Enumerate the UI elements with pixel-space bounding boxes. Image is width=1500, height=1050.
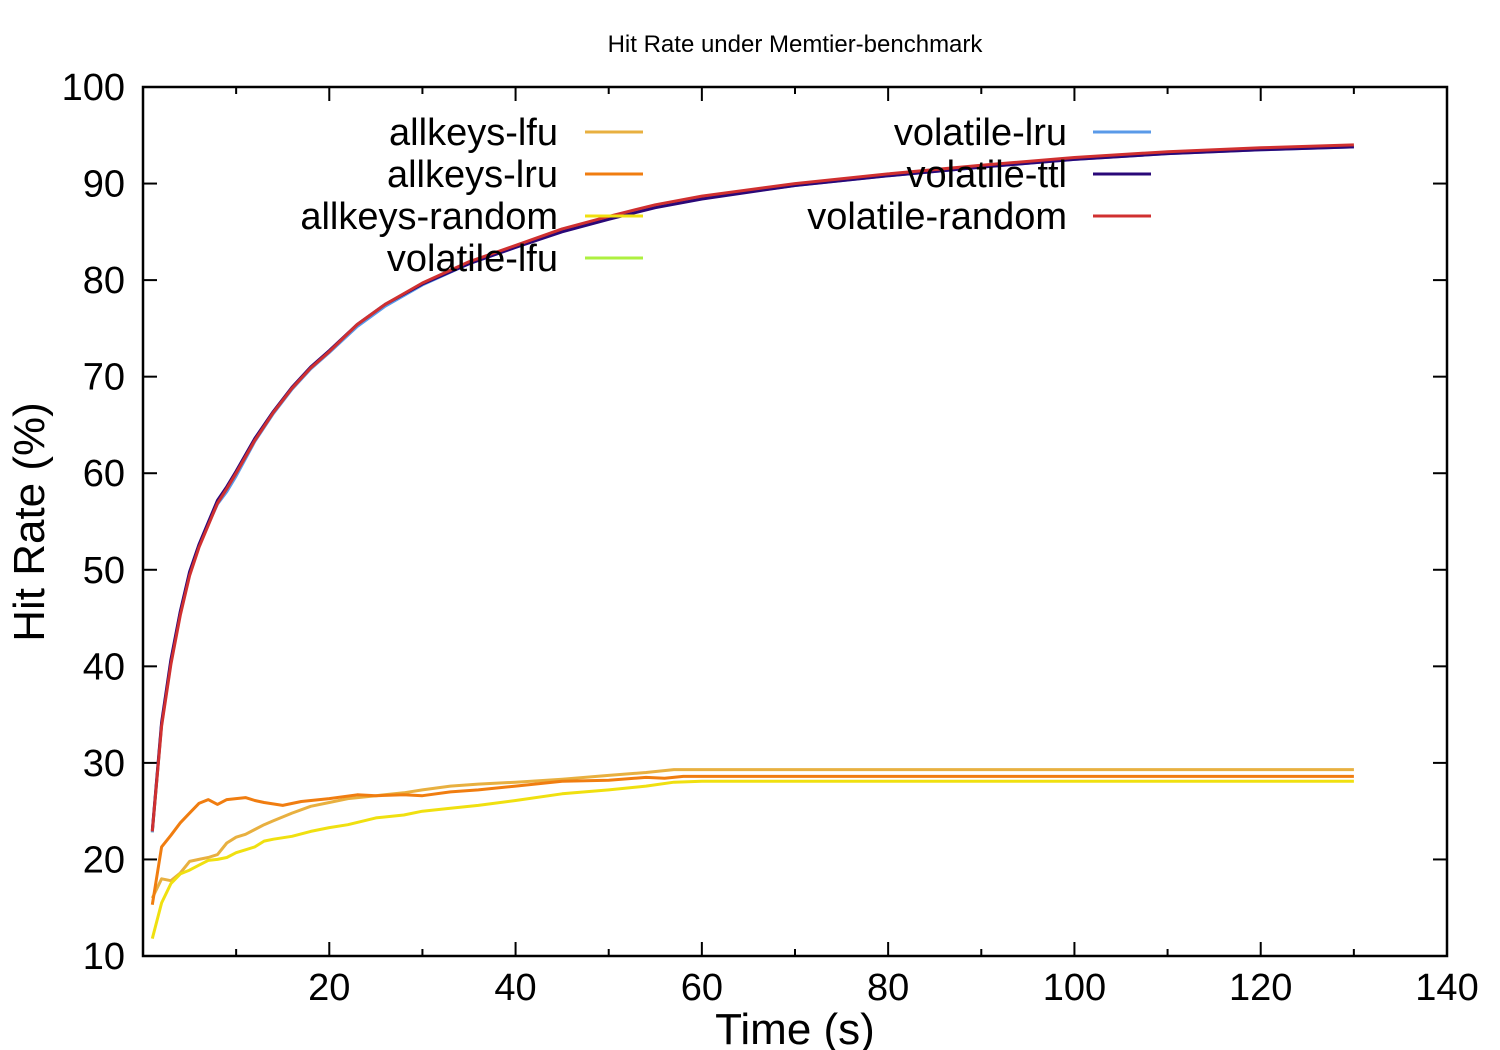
legend-label-allkeys-lfu: allkeys-lfu	[389, 112, 558, 154]
y-tick-label: 10	[83, 936, 125, 978]
axis-ticks: 10 20 30 40 50 60 70 80 90 100 20 40 60 80 100 120 140	[62, 67, 1479, 1009]
chart-title: Hit Rate under Memtier-benchmark	[608, 31, 984, 58]
y-tick-label: 20	[83, 839, 125, 881]
legend-label-volatile-lfu: volatile-lfu	[387, 238, 558, 280]
series-lines	[150, 143, 1354, 939]
y-tick-label: 30	[83, 743, 125, 785]
x-tick-label: 40	[494, 967, 536, 1009]
series-line-volatile-lfu	[150, 144, 1354, 833]
y-axis-label: Hit Rate (%)	[5, 402, 54, 642]
series-line-allkeys-lru	[150, 774, 1354, 906]
x-tick-label: 60	[681, 967, 723, 1009]
legend: allkeys-lfuallkeys-lruallkeys-randomvola…	[300, 112, 1151, 280]
y-tick-label: 70	[83, 357, 125, 399]
legend-label-volatile-lru: volatile-lru	[894, 112, 1067, 154]
legend-label-volatile-random: volatile-random	[807, 196, 1067, 238]
series-line-allkeys-lfu	[150, 768, 1354, 899]
x-tick-label: 80	[867, 967, 909, 1009]
legend-label-allkeys-lru: allkeys-lru	[387, 154, 558, 196]
y-tick-label: 50	[83, 550, 125, 592]
y-tick-label: 40	[83, 646, 125, 688]
y-tick-label: 60	[83, 453, 125, 495]
series-line-volatile-lru	[150, 145, 1354, 833]
y-tick-label: 90	[83, 164, 125, 206]
x-tick-label: 100	[1043, 967, 1106, 1009]
series-line-allkeys-random	[150, 779, 1354, 939]
x-tick-label: 20	[308, 967, 350, 1009]
legend-label-volatile-ttl: volatile-ttl	[907, 154, 1068, 196]
plot-frame	[141, 85, 1449, 958]
x-tick-label: 140	[1415, 967, 1478, 1009]
series-line-volatile-ttl	[150, 145, 1354, 831]
x-tick-label: 120	[1229, 967, 1292, 1009]
x-axis-label: Time (s)	[715, 1005, 875, 1050]
legend-label-allkeys-random: allkeys-random	[300, 196, 558, 238]
y-tick-label: 80	[83, 260, 125, 302]
y-tick-label: 100	[62, 67, 125, 109]
series-line-volatile-random	[150, 143, 1354, 832]
